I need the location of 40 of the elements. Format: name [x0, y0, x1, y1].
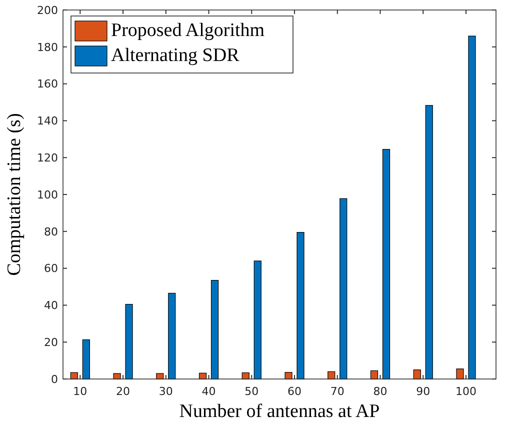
- bar: [456, 368, 464, 380]
- bar: [468, 36, 476, 380]
- y-tick-label: 0: [51, 372, 58, 386]
- y-tick-label: 20: [44, 336, 58, 349]
- x-tick-label: 30: [158, 385, 173, 398]
- y-tick-label: 120: [37, 151, 58, 164]
- bar: [254, 260, 262, 380]
- x-tick-label: 80: [373, 385, 388, 398]
- x-tick-label: 20: [116, 385, 130, 398]
- y-tick-label: 180: [37, 40, 58, 54]
- y-tick-label: 100: [37, 188, 58, 202]
- bar: [296, 232, 304, 380]
- y-tick-label: 200: [37, 4, 58, 17]
- legend-label: Proposed Algorithm: [111, 20, 265, 41]
- x-tick-label: 40: [202, 385, 216, 398]
- bar: [125, 304, 133, 380]
- bar: [425, 105, 433, 380]
- y-tick-label: 80: [44, 225, 58, 238]
- bar: [284, 372, 292, 380]
- y-axis-title: Computation time (s): [4, 113, 25, 276]
- y-tick-label: 160: [37, 78, 58, 91]
- y-tick-label: 40: [44, 299, 58, 312]
- bar: [168, 292, 176, 380]
- bar: [82, 339, 90, 380]
- x-tick-label: 50: [244, 385, 259, 398]
- legend-label: Alternating SDR: [111, 45, 240, 66]
- x-tick-label: 60: [288, 385, 302, 398]
- bar: [113, 373, 121, 380]
- y-tick-label: 140: [37, 114, 58, 128]
- x-axis-title: Number of antennas at AP: [179, 401, 380, 422]
- bar: [413, 369, 421, 380]
- x-tick-label: 100: [455, 385, 476, 398]
- y-tick-label: 60: [44, 262, 58, 276]
- bar: [210, 280, 219, 380]
- bar: [70, 372, 78, 380]
- bar: [340, 198, 348, 380]
- x-tick-label: 10: [73, 385, 88, 398]
- x-tick-label: 70: [330, 385, 344, 398]
- x-tick-label: 90: [416, 385, 430, 398]
- bar: [382, 149, 390, 380]
